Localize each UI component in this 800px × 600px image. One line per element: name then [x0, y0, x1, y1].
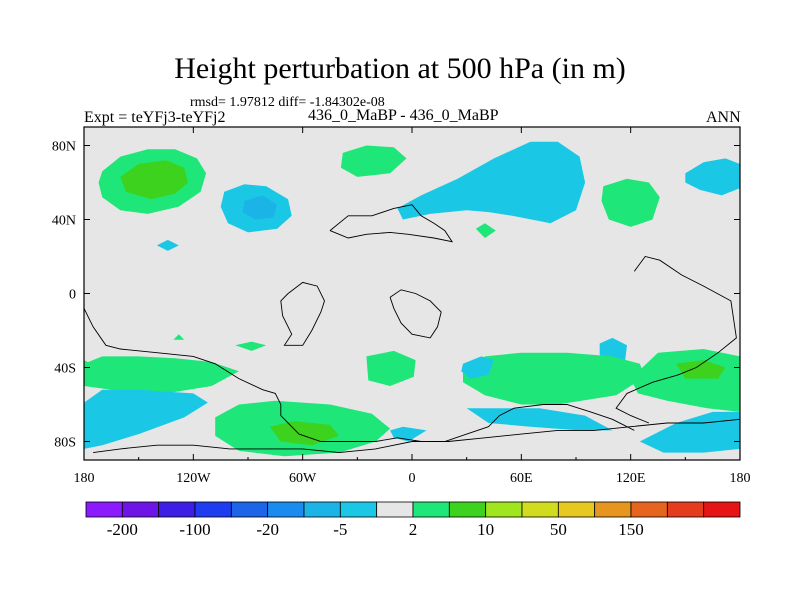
- coastline-0: [84, 308, 635, 442]
- y-tick-label: 0: [69, 288, 76, 303]
- colorbar-swatch: [666, 501, 705, 518]
- region-se-pacific-positive: [84, 356, 239, 394]
- region-n-america-core: [242, 195, 278, 220]
- colorbar-swatch: [630, 501, 668, 518]
- colorbar-swatch: [594, 501, 632, 518]
- colorbar-swatch: [230, 501, 269, 518]
- region-s-indian-negative: [461, 356, 494, 379]
- colorbar-label: -20: [256, 520, 279, 539]
- colorbar-swatch: [521, 501, 559, 518]
- region-eurasia-negative: [397, 141, 586, 224]
- colorbar-swatch: [194, 501, 232, 518]
- speckle-china: [475, 223, 496, 238]
- colorbar-swatch: [339, 501, 378, 518]
- period-label: 436_0_MaBP - 436_0_MaBP: [308, 107, 499, 124]
- coastlines: [84, 204, 740, 454]
- experiment-label: Expt = teYFj3-teYFj2: [84, 109, 226, 126]
- region-nw-pacific-core: [120, 160, 188, 200]
- region-n-atlantic-positive: [340, 145, 407, 177]
- colorbar-label: 10: [477, 520, 494, 539]
- y-tick-label: 40N: [52, 214, 76, 229]
- region-ne-pacific-negative: [685, 158, 740, 196]
- speckle-south-america: [235, 341, 267, 351]
- colorbar-swatch: [485, 501, 523, 518]
- axes: 180 120W 60W 0 60E 120E 180 80N 40N 0 40S 80S: [52, 127, 751, 486]
- colorbar-swatch: [303, 501, 341, 518]
- colorbar-label: 2: [409, 520, 418, 539]
- coastline-4: [615, 255, 737, 424]
- y-tick-label: 80N: [52, 140, 76, 155]
- coastline-5: [93, 418, 740, 454]
- coastline-3: [389, 289, 442, 339]
- colorbar-label: -5: [333, 520, 347, 539]
- x-tick-label: 180: [74, 471, 95, 486]
- colorbar-swatch: [158, 501, 196, 518]
- region-central-asia-positive: [601, 178, 660, 227]
- colorbar-label: -100: [179, 520, 210, 539]
- contour-regions: [84, 141, 740, 457]
- region-australia-core: [676, 360, 726, 379]
- colorbar-swatch: [376, 501, 414, 518]
- x-tick-label: 120W: [176, 471, 211, 486]
- coastline-1: [329, 204, 454, 243]
- colorbar-label: 50: [550, 520, 567, 539]
- colorbar-swatch: [448, 501, 487, 518]
- plot-title: Height perturbation at 500 hPa (in m): [174, 52, 626, 85]
- colorbar-swatch: [557, 501, 596, 518]
- colorbar-swatch: [703, 501, 741, 518]
- colorbar-swatch: [412, 501, 450, 518]
- colorbar: -200 -100 -20 -5 2 10 50 150: [85, 501, 741, 539]
- region-dateline-positive: [84, 360, 95, 386]
- colorbar-swatch: [267, 501, 305, 518]
- season-label: ANN: [706, 109, 741, 126]
- region-s-pacific-negative: [84, 389, 208, 449]
- x-tick-label: 60E: [510, 471, 533, 486]
- colorbar-swatch: [85, 501, 123, 518]
- speckle-pacific: [156, 239, 179, 251]
- y-tick-label: 80S: [54, 436, 76, 451]
- colorbar-label: -200: [107, 520, 138, 539]
- region-antarctic-core: [269, 421, 340, 446]
- region-s-indian-positive: [463, 352, 646, 405]
- coastline-2: [280, 281, 325, 346]
- y-tick-label: 40S: [54, 362, 76, 377]
- colorbar-label: 150: [618, 520, 644, 539]
- region-s-atlantic-positive: [366, 350, 416, 386]
- x-tick-label: 180: [730, 471, 751, 486]
- x-tick-label: 120E: [616, 471, 646, 486]
- stats-label: rmsd= 1.97812 diff= -1.84302e-08: [190, 95, 385, 110]
- x-tick-label: 0: [409, 471, 416, 486]
- x-tick-label: 60W: [289, 471, 317, 486]
- speckle-pacific-south: [173, 334, 185, 340]
- colorbar-swatch: [121, 501, 160, 518]
